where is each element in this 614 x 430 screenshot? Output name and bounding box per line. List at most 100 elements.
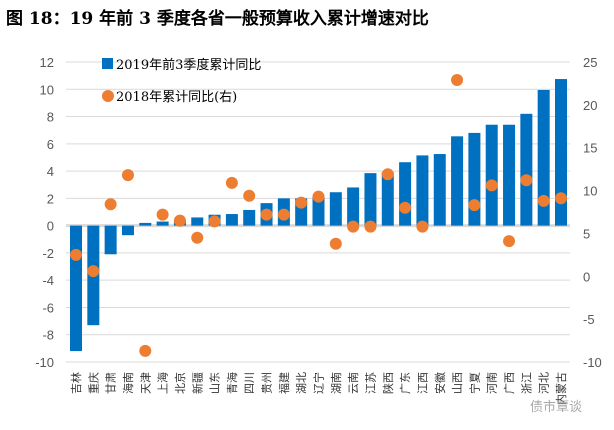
x-axis-category-label: 广东 bbox=[399, 372, 412, 394]
bar bbox=[70, 225, 82, 352]
scatter-point bbox=[347, 220, 360, 233]
x-axis-category-label: 新疆 bbox=[190, 372, 204, 394]
bar bbox=[329, 192, 342, 226]
x-axis-category-label: 江西 bbox=[416, 372, 429, 394]
left-axis-tick-label: 10 bbox=[40, 82, 54, 97]
x-axis-category-label: 河南 bbox=[486, 372, 499, 394]
left-axis-tick-label: -4 bbox=[42, 273, 54, 288]
bar bbox=[156, 221, 169, 226]
bar bbox=[312, 195, 325, 226]
right-axis-tick-label: 15 bbox=[583, 141, 597, 156]
x-axis-category-label: 湖南 bbox=[330, 372, 343, 394]
x-axis-category-label: 广西 bbox=[503, 372, 516, 394]
bar bbox=[381, 172, 394, 226]
legend-label: 2019年前3季度累计同比 bbox=[116, 57, 261, 73]
bar bbox=[520, 113, 533, 226]
x-axis-category-label: 重庆 bbox=[86, 372, 100, 394]
watermark-logo: 债市覃谈 bbox=[530, 400, 583, 415]
bar bbox=[191, 217, 204, 226]
x-axis-category-label: 北京 bbox=[173, 372, 187, 394]
left-axis-tick-label: -8 bbox=[42, 328, 54, 343]
bar bbox=[347, 187, 360, 226]
bar bbox=[243, 209, 256, 226]
scatter-point bbox=[295, 196, 308, 209]
x-axis-category-label: 福建 bbox=[277, 372, 291, 394]
bar bbox=[555, 79, 567, 226]
scatter-point bbox=[260, 208, 273, 221]
x-axis-category-label: 辽宁 bbox=[312, 372, 326, 394]
bar bbox=[468, 132, 481, 226]
x-axis-category-label: 四川 bbox=[243, 372, 256, 394]
scatter-point bbox=[121, 169, 134, 182]
scatter-point bbox=[520, 174, 533, 187]
scatter-point bbox=[416, 220, 429, 233]
x-axis-category-label: 浙江 bbox=[520, 372, 533, 394]
right-axis-tick-label: 10 bbox=[583, 184, 597, 199]
scatter-point bbox=[485, 179, 498, 192]
bar bbox=[225, 214, 238, 226]
scatter-point bbox=[104, 198, 117, 211]
scatter-point bbox=[312, 190, 325, 203]
x-axis-category-label: 陕西 bbox=[381, 372, 395, 394]
right-axis-tick-label: 0 bbox=[583, 269, 590, 284]
scatter-point bbox=[87, 265, 100, 278]
bar bbox=[485, 124, 498, 226]
scatter-point bbox=[191, 231, 204, 244]
scatter-point bbox=[451, 74, 464, 86]
x-axis-category-label: 山西 bbox=[451, 372, 464, 394]
x-axis-category-label: 青海 bbox=[225, 372, 239, 394]
scatter-point bbox=[139, 344, 152, 357]
x-axis-category-label: 天津 bbox=[139, 372, 152, 394]
x-axis-category-label: 内蒙古 bbox=[554, 372, 568, 405]
bar bbox=[139, 222, 152, 226]
x-axis-category-label: 贵州 bbox=[261, 372, 274, 394]
left-axis-tick-label: 6 bbox=[47, 137, 54, 152]
x-axis-category-label: 宁夏 bbox=[467, 372, 481, 394]
left-axis-tick-label: 12 bbox=[40, 55, 54, 70]
bar bbox=[537, 89, 550, 226]
right-axis-tick-label: 20 bbox=[583, 98, 597, 113]
x-axis-category-label: 吉林 bbox=[69, 372, 83, 394]
x-axis-category-label: 安徽 bbox=[433, 372, 447, 394]
bar bbox=[416, 155, 429, 226]
legend-bar-swatch bbox=[102, 58, 113, 69]
scatter-point bbox=[381, 168, 394, 181]
scatter-point bbox=[503, 235, 516, 248]
bar bbox=[433, 154, 446, 226]
left-axis-tick-label: 0 bbox=[47, 219, 54, 234]
legend-label: 2018年累计同比(右) bbox=[116, 90, 237, 105]
bar bbox=[399, 162, 412, 226]
x-axis-category-label: 云南 bbox=[347, 372, 360, 394]
right-axis-tick-label: 25 bbox=[583, 55, 597, 70]
scatter-point bbox=[329, 237, 342, 250]
scatter-point bbox=[537, 194, 550, 207]
scatter-point bbox=[399, 201, 412, 214]
scatter-point bbox=[555, 192, 567, 205]
x-axis-category-label: 河北 bbox=[538, 372, 551, 394]
bar bbox=[104, 225, 117, 255]
scatter-point bbox=[208, 215, 221, 228]
left-axis-tick-label: -6 bbox=[42, 300, 54, 315]
x-axis-category-label: 湖北 bbox=[295, 372, 308, 394]
left-axis-tick-label: -2 bbox=[42, 246, 54, 261]
scatter-point bbox=[468, 199, 481, 212]
legend-dot-swatch bbox=[102, 90, 114, 102]
left-axis-tick-label: 8 bbox=[47, 110, 54, 125]
x-axis-category-label: 甘肃 bbox=[105, 372, 118, 394]
bar bbox=[503, 124, 516, 226]
right-axis-tick-label: -10 bbox=[583, 355, 602, 370]
bar bbox=[451, 136, 464, 226]
bar bbox=[364, 173, 377, 226]
right-axis-tick-label: 5 bbox=[583, 226, 590, 241]
scatter-point bbox=[364, 220, 377, 233]
scatter-point bbox=[156, 208, 169, 221]
left-axis-tick-label: -10 bbox=[35, 355, 54, 370]
left-axis-tick-label: 2 bbox=[47, 191, 54, 206]
left-axis-tick-label: 4 bbox=[47, 164, 54, 179]
right-axis-tick-label: -5 bbox=[583, 312, 595, 327]
scatter-point bbox=[243, 189, 256, 202]
scatter-point bbox=[225, 176, 238, 189]
scatter-point bbox=[70, 248, 82, 261]
scatter-point bbox=[173, 214, 186, 227]
